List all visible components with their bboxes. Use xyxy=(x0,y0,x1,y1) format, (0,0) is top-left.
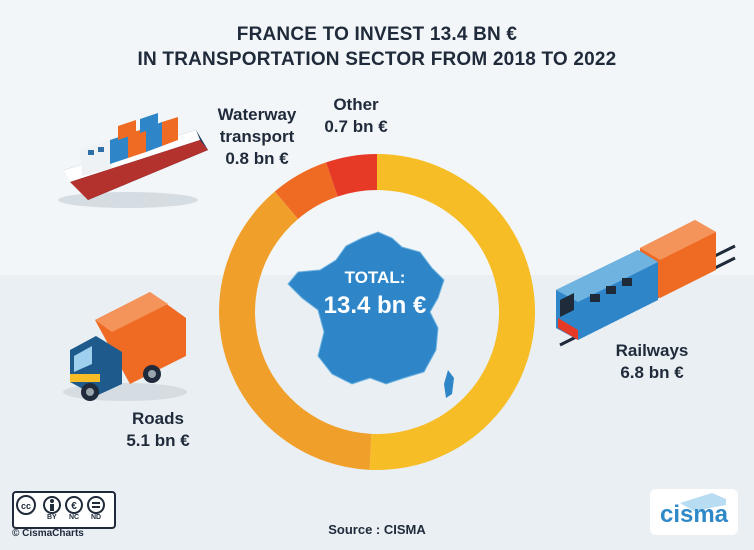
svg-text:€: € xyxy=(71,501,77,512)
donut-slice-roads xyxy=(218,191,372,470)
slice-name-waterway-2: transport xyxy=(219,127,295,146)
slice-name-roads: Roads xyxy=(132,409,184,428)
train-icon xyxy=(556,220,736,347)
slice-name-waterway-1: Waterway xyxy=(217,105,297,124)
truck-icon xyxy=(63,292,187,401)
slice-value-roads: 5.1 bn € xyxy=(126,431,190,450)
chart-title-line-1: FRANCE TO INVEST 13.4 BN € xyxy=(236,24,518,45)
cc-license-icon: cc € BY NC ND xyxy=(12,491,116,529)
donut-slice-other xyxy=(326,154,377,197)
center-total-label: TOTAL: xyxy=(344,268,406,287)
france-map-icon xyxy=(287,231,445,385)
slice-name-other: Other xyxy=(333,95,379,114)
slice-label-waterway: Waterway transport 0.8 bn € xyxy=(202,104,312,170)
donut-slice-waterway xyxy=(274,162,338,219)
cisma-logo-text: cisma xyxy=(659,501,729,528)
chart-title-line-2: IN TRANSPORTATION SECTOR FROM 2018 TO 20… xyxy=(137,49,617,70)
center-total-value: 13.4 bn € xyxy=(323,292,427,319)
donut-chart xyxy=(218,154,535,470)
cargo-ship-icon xyxy=(58,113,208,208)
slice-label-roads: Roads 5.1 bn € xyxy=(108,408,208,452)
slice-label-railways: Railways 6.8 bn € xyxy=(606,340,698,384)
cisma-logo: cisma xyxy=(650,489,738,535)
slice-value-railways: 6.8 bn € xyxy=(620,363,684,382)
slice-label-other: Other 0.7 bn € xyxy=(306,94,406,138)
cc-label-nc: NC xyxy=(69,514,80,521)
svg-text:cc: cc xyxy=(21,501,31,511)
source-text: Source : CISMA xyxy=(328,522,426,537)
copyright-text: © CismaCharts xyxy=(12,528,84,539)
corsica-icon xyxy=(444,370,454,398)
slice-name-railways: Railways xyxy=(615,341,689,360)
cc-label-by: BY xyxy=(47,514,57,521)
donut-slice-railways xyxy=(369,154,535,470)
cc-label-nd: ND xyxy=(91,514,102,521)
slice-value-waterway: 0.8 bn € xyxy=(225,149,289,168)
slice-value-other: 0.7 bn € xyxy=(324,117,388,136)
